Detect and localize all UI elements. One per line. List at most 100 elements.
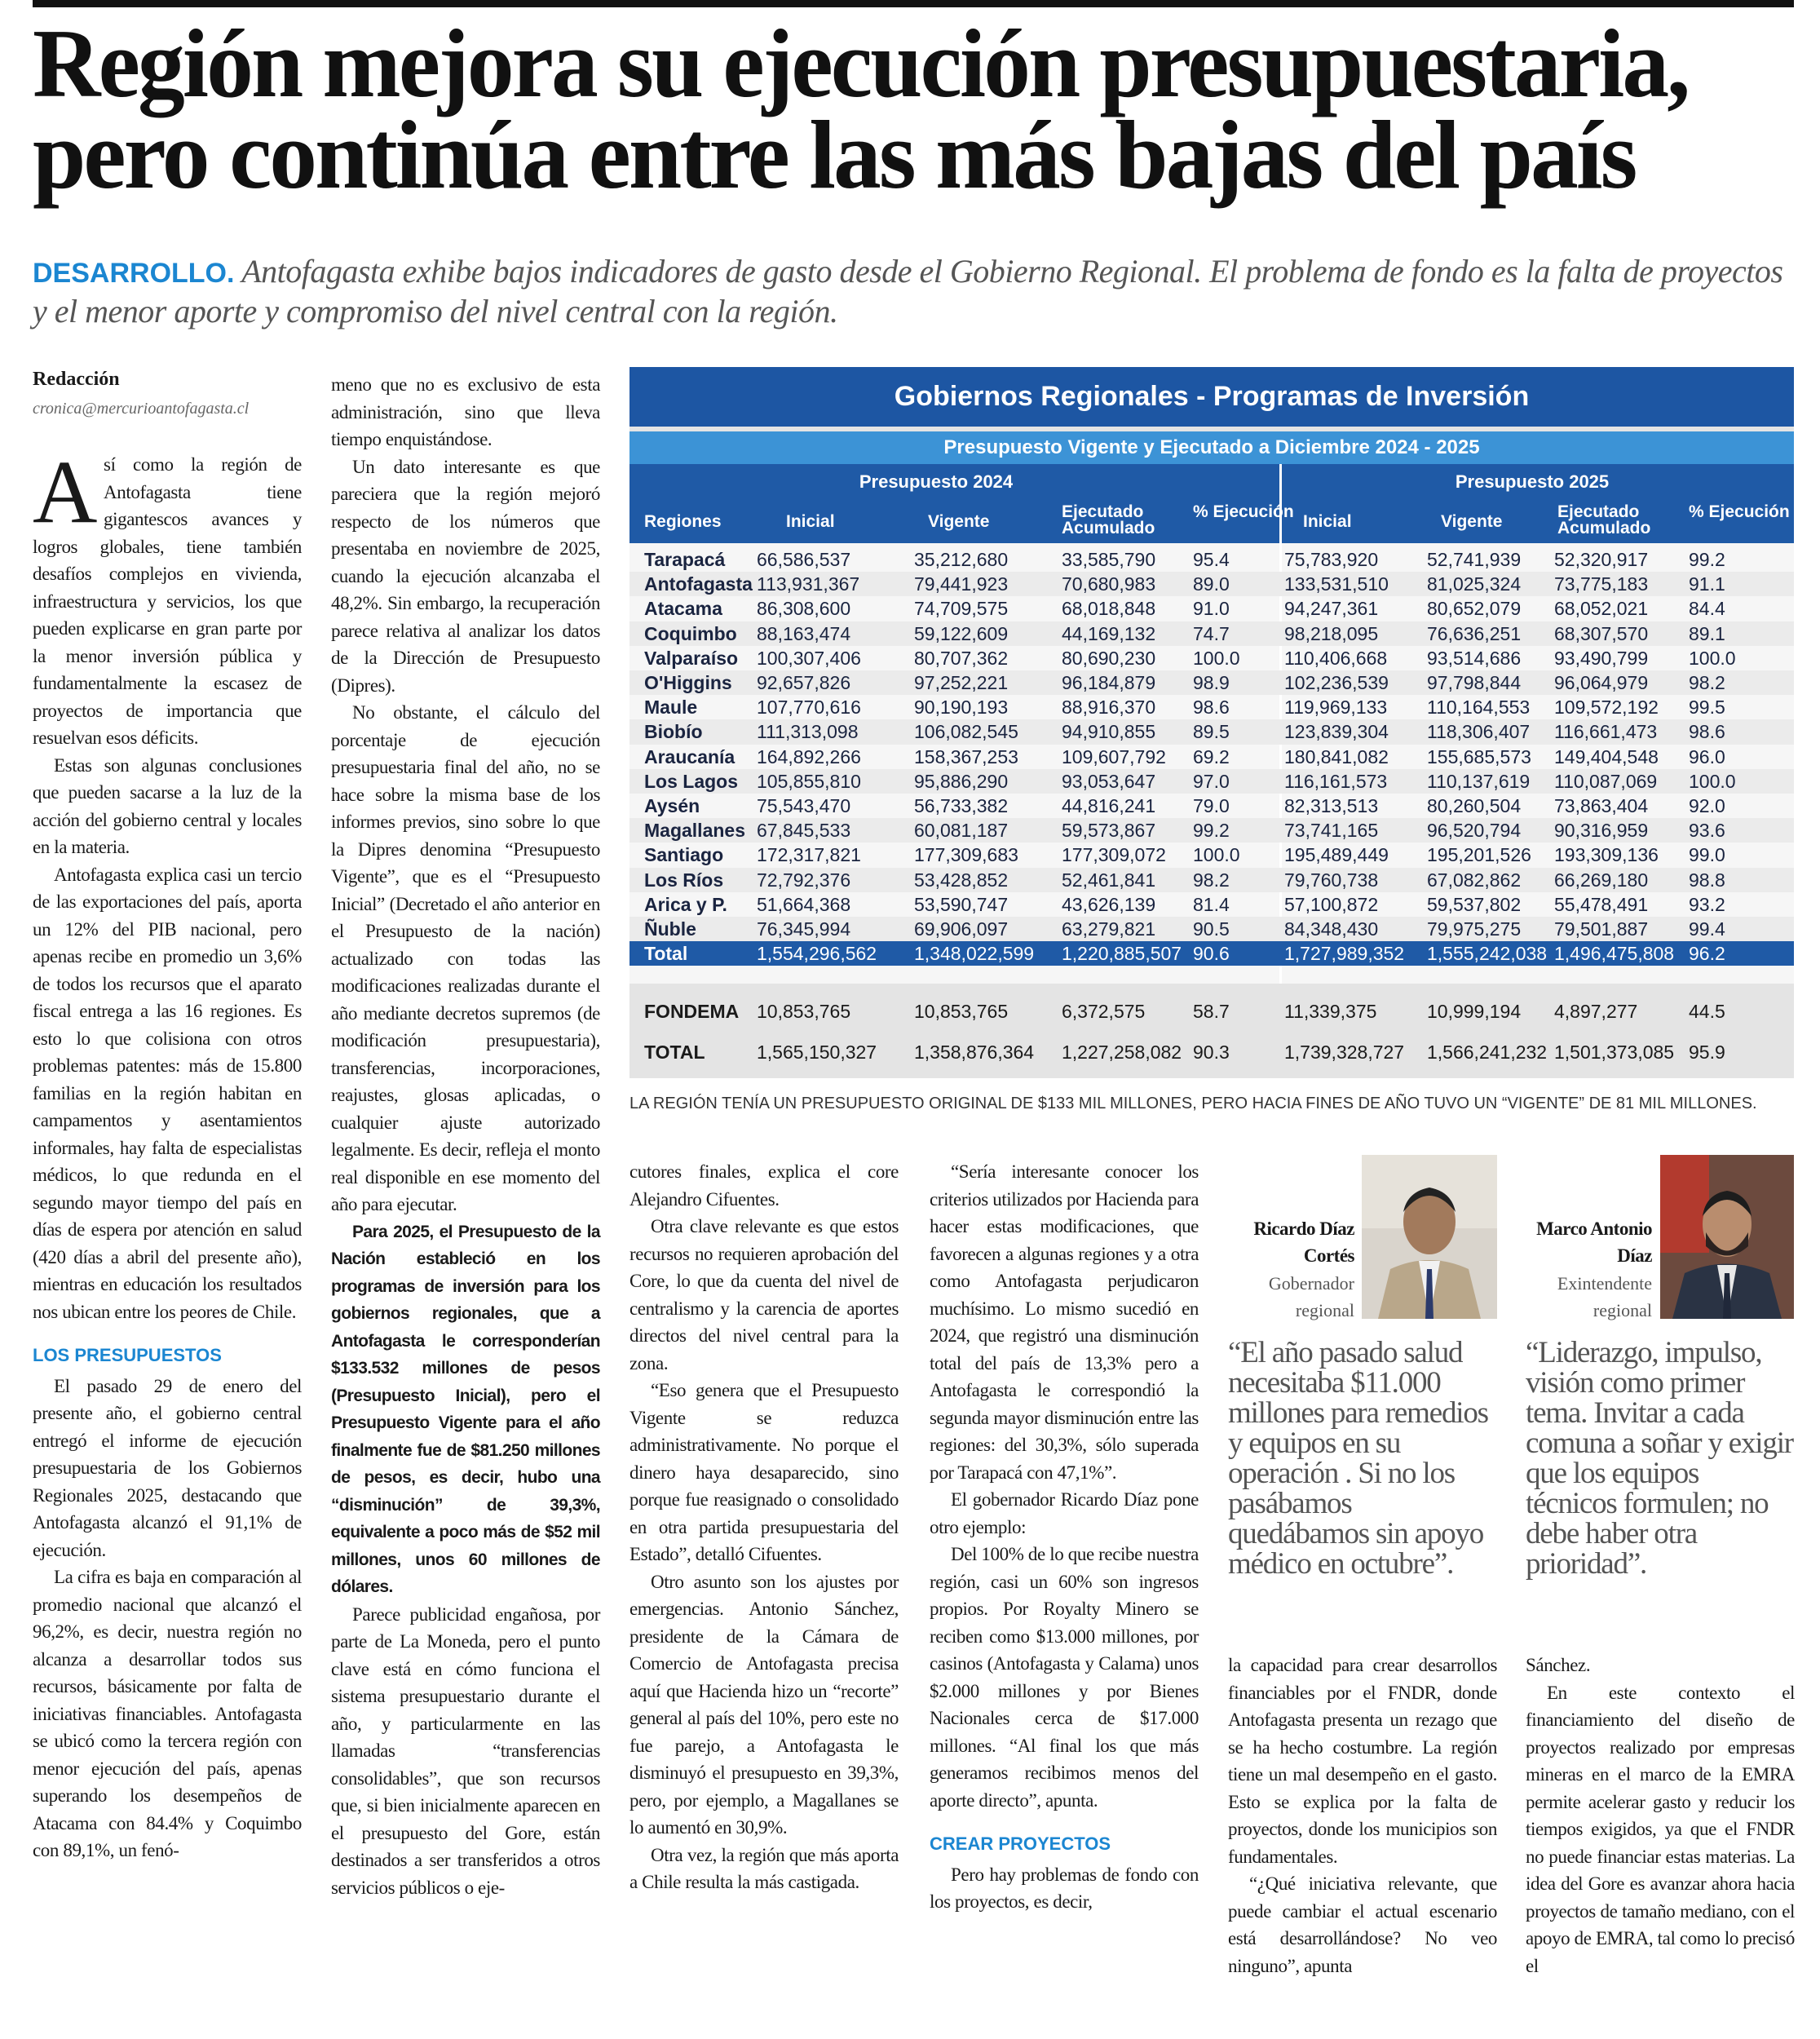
table-row-cell: 84,348,430 — [1284, 918, 1379, 940]
column-header: Vigente — [1441, 512, 1503, 531]
table-row-cell: 107,770,616 — [757, 697, 861, 719]
paragraph: “Eso genera que el Presupuesto Vigente s… — [629, 1380, 899, 1564]
group-label: Presupuesto 2025 — [1455, 471, 1610, 492]
table-row-cell: 91.1 — [1689, 573, 1725, 595]
headline-row: pero continúa entre las más bajas del pa… — [33, 100, 1752, 209]
summary-row-cell: 1,566,241,232 — [1427, 1042, 1548, 1063]
table-row-cell: 100.0 — [1193, 647, 1240, 669]
table-row-cell: 110,137,619 — [1427, 770, 1531, 792]
table-row-cell: 95,886,290 — [914, 770, 1009, 792]
table-row-cell: 98.6 — [1193, 697, 1230, 719]
table-row-cell: 89.5 — [1193, 721, 1230, 743]
row-band — [629, 818, 1794, 843]
row-band — [629, 670, 1794, 696]
table-row-cell: 123,839,304 — [1284, 721, 1389, 743]
table-row-cell: 94,247,361 — [1284, 598, 1379, 620]
photo-marco-antonio-diaz — [1660, 1155, 1794, 1319]
kicker: DESARROLLO. — [33, 258, 235, 289]
table-row-cell: 96,184,879 — [1062, 672, 1156, 693]
table-row-cell: 99.4 — [1689, 918, 1725, 940]
total-row-cell: 1,220,885,507 — [1062, 943, 1182, 965]
table-row-cell: 110,087,069 — [1554, 770, 1658, 792]
table-row-cell: 164,892,266 — [757, 745, 861, 767]
table-title: Gobiernos Regionales - Programas de Inve… — [629, 367, 1794, 427]
table-row-cell: 66,269,180 — [1554, 869, 1649, 891]
paragraph: Sánchez. — [1526, 1655, 1591, 1675]
deck-text: Antofagasta exhibe bajos indicadores de … — [33, 253, 1783, 330]
total-row-cell: 1,555,242,038 — [1427, 943, 1548, 965]
table-row-cell: 79.0 — [1193, 795, 1230, 816]
quote-text: “Liderazgo, impulso, visión como primer … — [1526, 1336, 1794, 1581]
table-row-cell: 100.0 — [1689, 647, 1736, 669]
summary-row-cell: 58.7 — [1193, 1001, 1230, 1022]
headline-line: pero continúa entre las más bajas del pa… — [33, 100, 1637, 209]
table-row-label: Coquimbo — [644, 622, 737, 644]
paragraph: El pasado 29 de enero del presente año, … — [33, 1375, 302, 1560]
table-row-cell: 116,161,573 — [1284, 770, 1388, 792]
byline-email: cronica@mercurioantofagasta.cl — [33, 400, 250, 418]
summary-row-cell: 10,853,765 — [914, 1001, 1009, 1022]
text-column: la capacidad para crear desarrollos fina… — [1228, 1652, 1497, 1979]
photo-ricardo-diaz — [1362, 1155, 1497, 1319]
table-row-cell: 96,064,979 — [1554, 672, 1649, 693]
table-row-cell: 80,690,230 — [1062, 647, 1156, 669]
row-band — [629, 768, 1794, 794]
table-row-cell: 98.8 — [1689, 869, 1725, 891]
column-header: Regiones — [644, 512, 722, 531]
column-header: Vigente — [928, 512, 990, 531]
table-row-cell: 158,367,253 — [914, 745, 1018, 767]
total-row-cell: 1,727,989,352 — [1284, 943, 1405, 965]
column-header: % Ejecución — [1689, 502, 1790, 521]
paragraph: No obstante, el cálculo del porcentaje d… — [331, 702, 600, 1214]
table-row-cell: 118,306,407 — [1427, 721, 1531, 743]
paragraph: En este contexto el financiamiento del d… — [1526, 1682, 1795, 1976]
caption: LA REGIÓN TENÍA UN PRESUPUESTO ORIGINAL … — [629, 1095, 1757, 1112]
table-row-cell: 93.6 — [1689, 820, 1725, 842]
table-row-cell: 67,845,533 — [757, 820, 851, 842]
summary-row-cell: 90.3 — [1193, 1042, 1230, 1063]
text-column: Sánchez. En este contexto el financiamien… — [1526, 1652, 1795, 1979]
table-row-cell: 110,406,668 — [1284, 647, 1388, 669]
table-row-cell: 89.1 — [1689, 622, 1725, 644]
table-row-cell: 98.6 — [1689, 721, 1725, 743]
table-row-cell: 69,906,097 — [914, 918, 1009, 940]
table-row-cell: 60,081,187 — [914, 820, 1009, 842]
table-row-cell: 52,741,939 — [1427, 549, 1522, 570]
table-row-cell: 119,969,133 — [1284, 697, 1388, 719]
table-row-cell: 89.0 — [1193, 573, 1230, 595]
table-row-label: Valparaíso — [644, 647, 739, 669]
quote-role: Exintendente regional — [1557, 1273, 1652, 1320]
table-row-cell: 59,122,609 — [914, 622, 1009, 644]
summary-row-cell: 1,501,373,085 — [1554, 1042, 1675, 1063]
table-row-label: Aysén — [644, 795, 700, 816]
table-row-label: O'Higgins — [644, 672, 732, 693]
table-row-cell: 74.7 — [1193, 622, 1230, 644]
table-row-cell: 44,816,241 — [1062, 795, 1156, 816]
table-row-cell: 100.0 — [1689, 770, 1736, 792]
table-row-cell: 177,309,683 — [914, 844, 1018, 866]
text-column: meno que no es exclusivo de esta adminis… — [331, 371, 601, 1901]
table-row-cell: 94,910,855 — [1062, 721, 1156, 743]
paragraph: La cifra es baja en comparación al prome… — [33, 1567, 302, 1860]
table-row-cell: 98.9 — [1193, 672, 1230, 693]
total-row-cell: 1,554,296,562 — [757, 943, 877, 965]
bold-paragraph: Para 2025, el Presupuesto de la Nación e… — [331, 1222, 601, 1597]
table-row-cell: 97,798,844 — [1427, 672, 1522, 693]
summary-row-label: FONDEMA — [644, 1001, 740, 1022]
table-row-cell: 98.2 — [1689, 672, 1725, 693]
quote-name: Marco Antonio Díaz — [1536, 1219, 1652, 1266]
table-row-cell: 100.0 — [1193, 844, 1240, 866]
table-row-cell: 97,252,221 — [914, 672, 1009, 693]
quote-role: Gobernador regional — [1268, 1273, 1354, 1320]
table-row-cell: 68,307,570 — [1554, 622, 1649, 644]
table-row-cell: 79,760,738 — [1284, 869, 1379, 891]
table-row-cell: 52,320,917 — [1554, 549, 1649, 570]
paragraph: Antofagasta explica casi un tercio de la… — [33, 864, 302, 1322]
table-row-cell: 109,607,792 — [1062, 745, 1166, 767]
table-header-bg — [629, 464, 1794, 543]
paragraph: Pero hay problemas de fondo con los proy… — [930, 1864, 1199, 1913]
summary-row-cell: 1,565,150,327 — [757, 1042, 877, 1063]
table-row-cell: 195,201,526 — [1427, 844, 1531, 866]
paragraph: Otra clave relevante es que estos recurs… — [629, 1216, 899, 1373]
